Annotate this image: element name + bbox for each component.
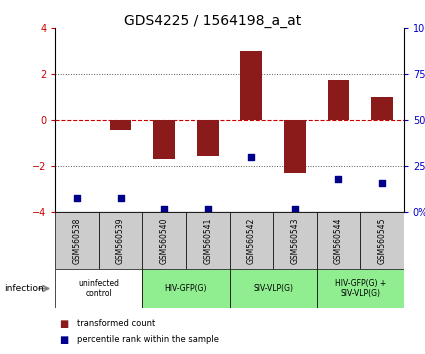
Text: HIV-GFP(G): HIV-GFP(G)	[164, 284, 207, 293]
Bar	[186, 212, 230, 269]
Point	[204, 206, 211, 212]
Text: GSM560544: GSM560544	[334, 217, 343, 264]
Bar	[142, 212, 186, 269]
Text: GSM560543: GSM560543	[290, 217, 299, 264]
Point	[292, 206, 298, 212]
Bar	[55, 269, 142, 308]
Text: infection: infection	[4, 284, 44, 293]
Bar	[371, 97, 393, 120]
Bar	[317, 269, 404, 308]
Text: GSM560540: GSM560540	[160, 217, 169, 264]
Bar	[142, 269, 230, 308]
Text: SIV-VLP(G): SIV-VLP(G)	[253, 284, 293, 293]
Text: ■: ■	[60, 335, 69, 345]
Bar	[317, 212, 360, 269]
Point	[248, 154, 255, 160]
Point	[161, 206, 167, 212]
Bar	[273, 212, 317, 269]
Bar	[360, 212, 404, 269]
Text: percentile rank within the sample: percentile rank within the sample	[76, 335, 218, 344]
Text: GSM560541: GSM560541	[203, 217, 212, 264]
Point	[379, 180, 385, 186]
Text: uninfected
control: uninfected control	[78, 279, 119, 298]
Text: GSM560539: GSM560539	[116, 217, 125, 264]
Text: ■: ■	[60, 319, 69, 329]
Point	[335, 176, 342, 182]
Point	[74, 195, 80, 200]
Bar	[230, 212, 273, 269]
Text: HIV-GFP(G) +
SIV-VLP(G): HIV-GFP(G) + SIV-VLP(G)	[334, 279, 386, 298]
Text: GSM560542: GSM560542	[247, 217, 256, 264]
Bar	[153, 120, 175, 159]
Text: GSM560538: GSM560538	[73, 217, 82, 264]
Point	[117, 195, 124, 200]
Bar	[284, 120, 306, 173]
Text: GDS4225 / 1564198_a_at: GDS4225 / 1564198_a_at	[124, 14, 301, 28]
Text: GSM560545: GSM560545	[377, 217, 386, 264]
Bar	[230, 269, 317, 308]
Bar	[328, 80, 349, 120]
Text: transformed count: transformed count	[76, 319, 155, 329]
Bar	[55, 212, 99, 269]
Bar	[197, 120, 218, 156]
Bar	[241, 51, 262, 120]
Bar	[110, 120, 131, 130]
Bar	[99, 212, 142, 269]
